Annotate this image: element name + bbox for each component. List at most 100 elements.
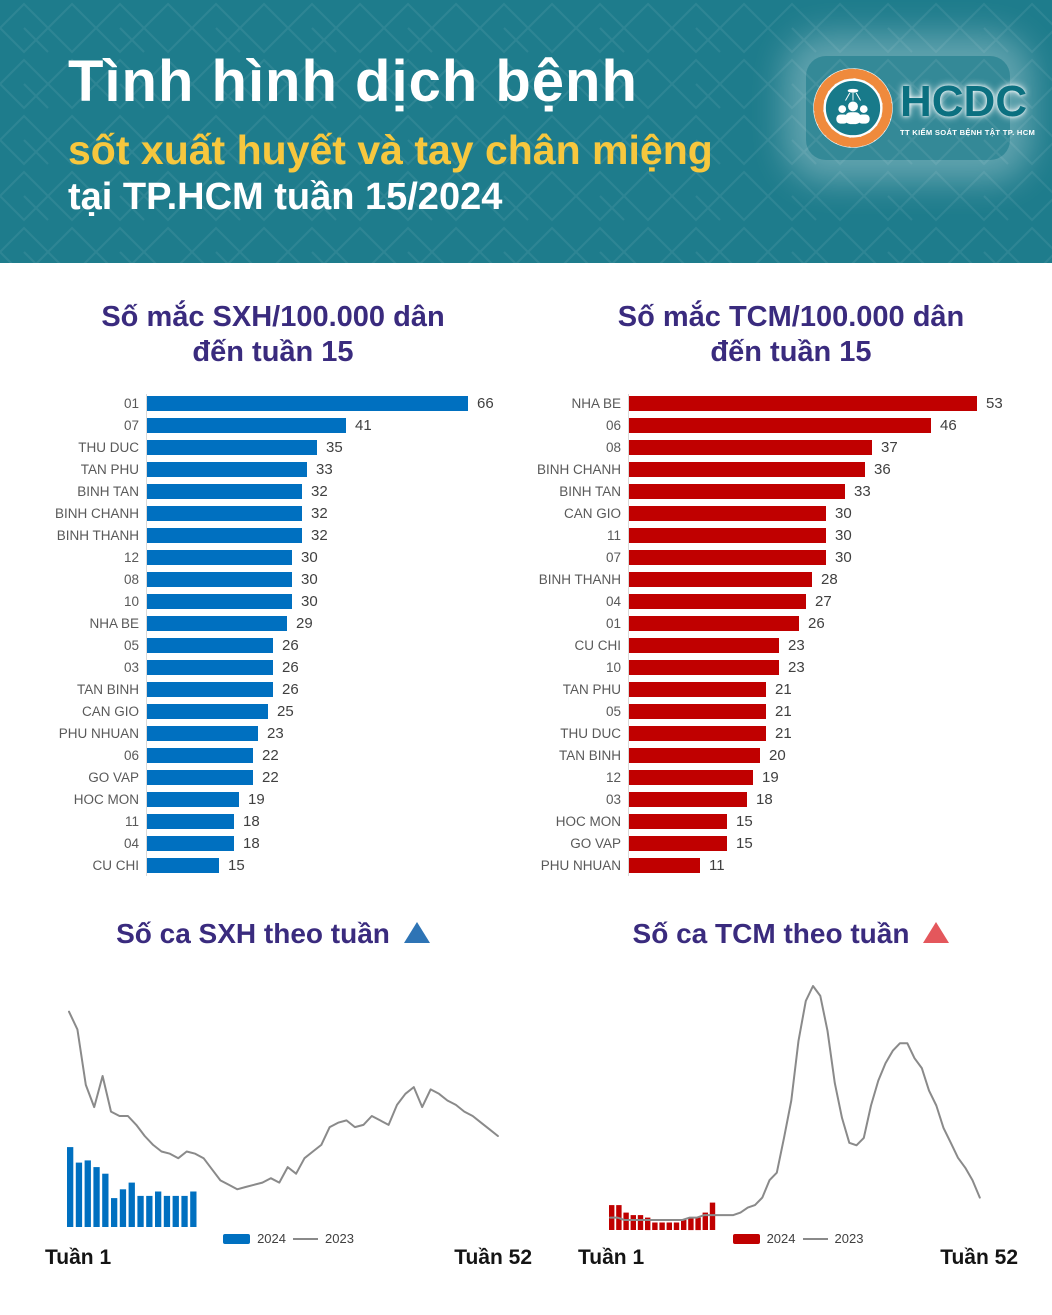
- bar-track: 11: [628, 854, 1040, 876]
- bar-category-label: BINH THANH: [538, 571, 621, 587]
- bar-row: NHA BE 53: [528, 392, 1040, 414]
- bar-value-label: 15: [736, 812, 753, 830]
- bar-category-label: 12: [605, 769, 621, 785]
- legend-label-2023: 2023: [834, 1231, 864, 1246]
- bar-value-label: 35: [326, 438, 343, 456]
- bar-row: 01 66: [40, 392, 520, 414]
- bar-value-label: 26: [282, 636, 299, 654]
- bar: [628, 681, 766, 697]
- hcdc-logo-text: HCDC: [900, 76, 1028, 126]
- bar-track: 30: [146, 568, 520, 590]
- bar-category-label: NHA BE: [571, 395, 621, 411]
- bar-category-label: NHA BE: [89, 615, 139, 631]
- bar: [146, 527, 302, 543]
- bar-category-label: 03: [123, 659, 139, 675]
- tcm-weekly-chart: [609, 985, 981, 1231]
- bar-row: 12 19: [528, 766, 1040, 788]
- bar-row: TAN BINH 26: [40, 678, 520, 700]
- sxh-weekly-xlabels: Tuần 1 Tuần 52: [45, 1246, 532, 1270]
- bar-category-label: BINH THANH: [56, 527, 139, 543]
- bar-value-label: 22: [262, 746, 279, 764]
- weekly-bar-2024: [666, 1222, 672, 1230]
- bar-category-label: 05: [123, 637, 139, 653]
- tcm-weekly-legend: 2024 2023: [578, 1231, 1018, 1246]
- bar-value-label: 32: [311, 482, 328, 500]
- weekly-bar-2024: [172, 1195, 179, 1227]
- bar: [146, 417, 346, 433]
- bar-row: 11 18: [40, 810, 520, 832]
- tcm-weekly-title: Số ca TCM theo tuần: [556, 918, 1026, 950]
- tcm-weekly-title-text: Số ca TCM theo tuần: [632, 918, 910, 949]
- weekly-bar-2024: [695, 1217, 701, 1231]
- bar-track: 28: [628, 568, 1040, 590]
- bar-track: 46: [628, 414, 1040, 436]
- sxh-weekly-title-text: Số ca SXH theo tuần: [116, 918, 390, 949]
- bar-track: 15: [628, 810, 1040, 832]
- bar-value-label: 30: [835, 526, 852, 544]
- bar: [146, 857, 219, 873]
- bar-track: 20: [628, 744, 1040, 766]
- bar-category-label: 01: [605, 615, 621, 631]
- bar-category-label: CAN GIO: [81, 703, 139, 719]
- tcm-rate-title-line2: đến tuần 15: [710, 335, 872, 368]
- bar-value-label: 21: [775, 724, 792, 742]
- bar-track: 21: [628, 678, 1040, 700]
- bar: [628, 483, 845, 499]
- tcm-rate-chart-title: Số mắc TCM/100.000 dân đến tuần 15: [556, 300, 1026, 370]
- bar-value-label: 28: [821, 570, 838, 588]
- bar-track: 26: [146, 656, 520, 678]
- bar-value-label: 21: [775, 702, 792, 720]
- bar-value-label: 23: [267, 724, 284, 742]
- bar-category-label: 11: [606, 527, 621, 543]
- legend-label-2024: 2024: [766, 1231, 796, 1246]
- bar: [146, 505, 302, 521]
- bar-value-label: 18: [243, 834, 260, 852]
- bar: [628, 527, 826, 543]
- bar-value-label: 26: [282, 680, 299, 698]
- bar-row: 10 23: [528, 656, 1040, 678]
- weekly-bar-2024: [681, 1220, 687, 1230]
- bar-value-label: 23: [788, 658, 805, 676]
- bar: [146, 615, 287, 631]
- bar-row: CAN GIO 25: [40, 700, 520, 722]
- bar-value-label: 30: [301, 592, 318, 610]
- bar: [146, 439, 317, 455]
- page-subtitle2: tại TP.HCM tuần 15/2024: [68, 176, 503, 218]
- bar: [628, 857, 700, 873]
- bar-track: 15: [628, 832, 1040, 854]
- bar-track: 23: [146, 722, 520, 744]
- axis-line: [628, 394, 629, 876]
- bar-value-label: 23: [788, 636, 805, 654]
- sxh-rate-title-line1: Số mắc SXH/100.000 dân: [101, 301, 445, 333]
- weekly-bar-2024: [146, 1195, 153, 1227]
- weekly-bar-2024: [190, 1191, 197, 1227]
- bar-row: NHA BE 29: [40, 612, 520, 634]
- bar-value-label: 19: [248, 790, 265, 808]
- bar: [628, 505, 826, 521]
- legend-line-2023: [293, 1237, 318, 1240]
- bar-track: 23: [628, 656, 1040, 678]
- bar: [146, 549, 292, 565]
- page-title: Tình hình dịch bệnh: [68, 49, 638, 114]
- bar-row: 06 46: [528, 414, 1040, 436]
- bar: [628, 813, 727, 829]
- bar-row: 10 30: [40, 590, 520, 612]
- bar-value-label: 22: [262, 768, 279, 786]
- bar-row: THU DUC 35: [40, 436, 520, 458]
- up-triangle-icon: [403, 922, 430, 943]
- header-banner: Tình hình dịch bệnh sốt xuất huyết và ta…: [0, 0, 1052, 263]
- bar-category-label: GO VAP: [88, 769, 139, 785]
- bar: [146, 395, 468, 411]
- bar-category-label: GO VAP: [570, 835, 621, 851]
- bar-category-label: 03: [605, 791, 621, 807]
- hcdc-logo: HCDC TT KIỂM SOÁT BỆNH TẬT TP. HCM: [806, 56, 1035, 160]
- sxh-weekly-chart: [67, 1010, 499, 1227]
- bar: [146, 461, 307, 477]
- bar: [146, 769, 253, 785]
- tcm-rate-title-line1: Số mắc TCM/100.000 dân: [617, 301, 965, 333]
- legend-label-2024: 2024: [257, 1231, 286, 1246]
- axis-line: [146, 394, 147, 876]
- bar-value-label: 11: [709, 856, 725, 874]
- bar-row: CAN GIO 30: [528, 502, 1040, 524]
